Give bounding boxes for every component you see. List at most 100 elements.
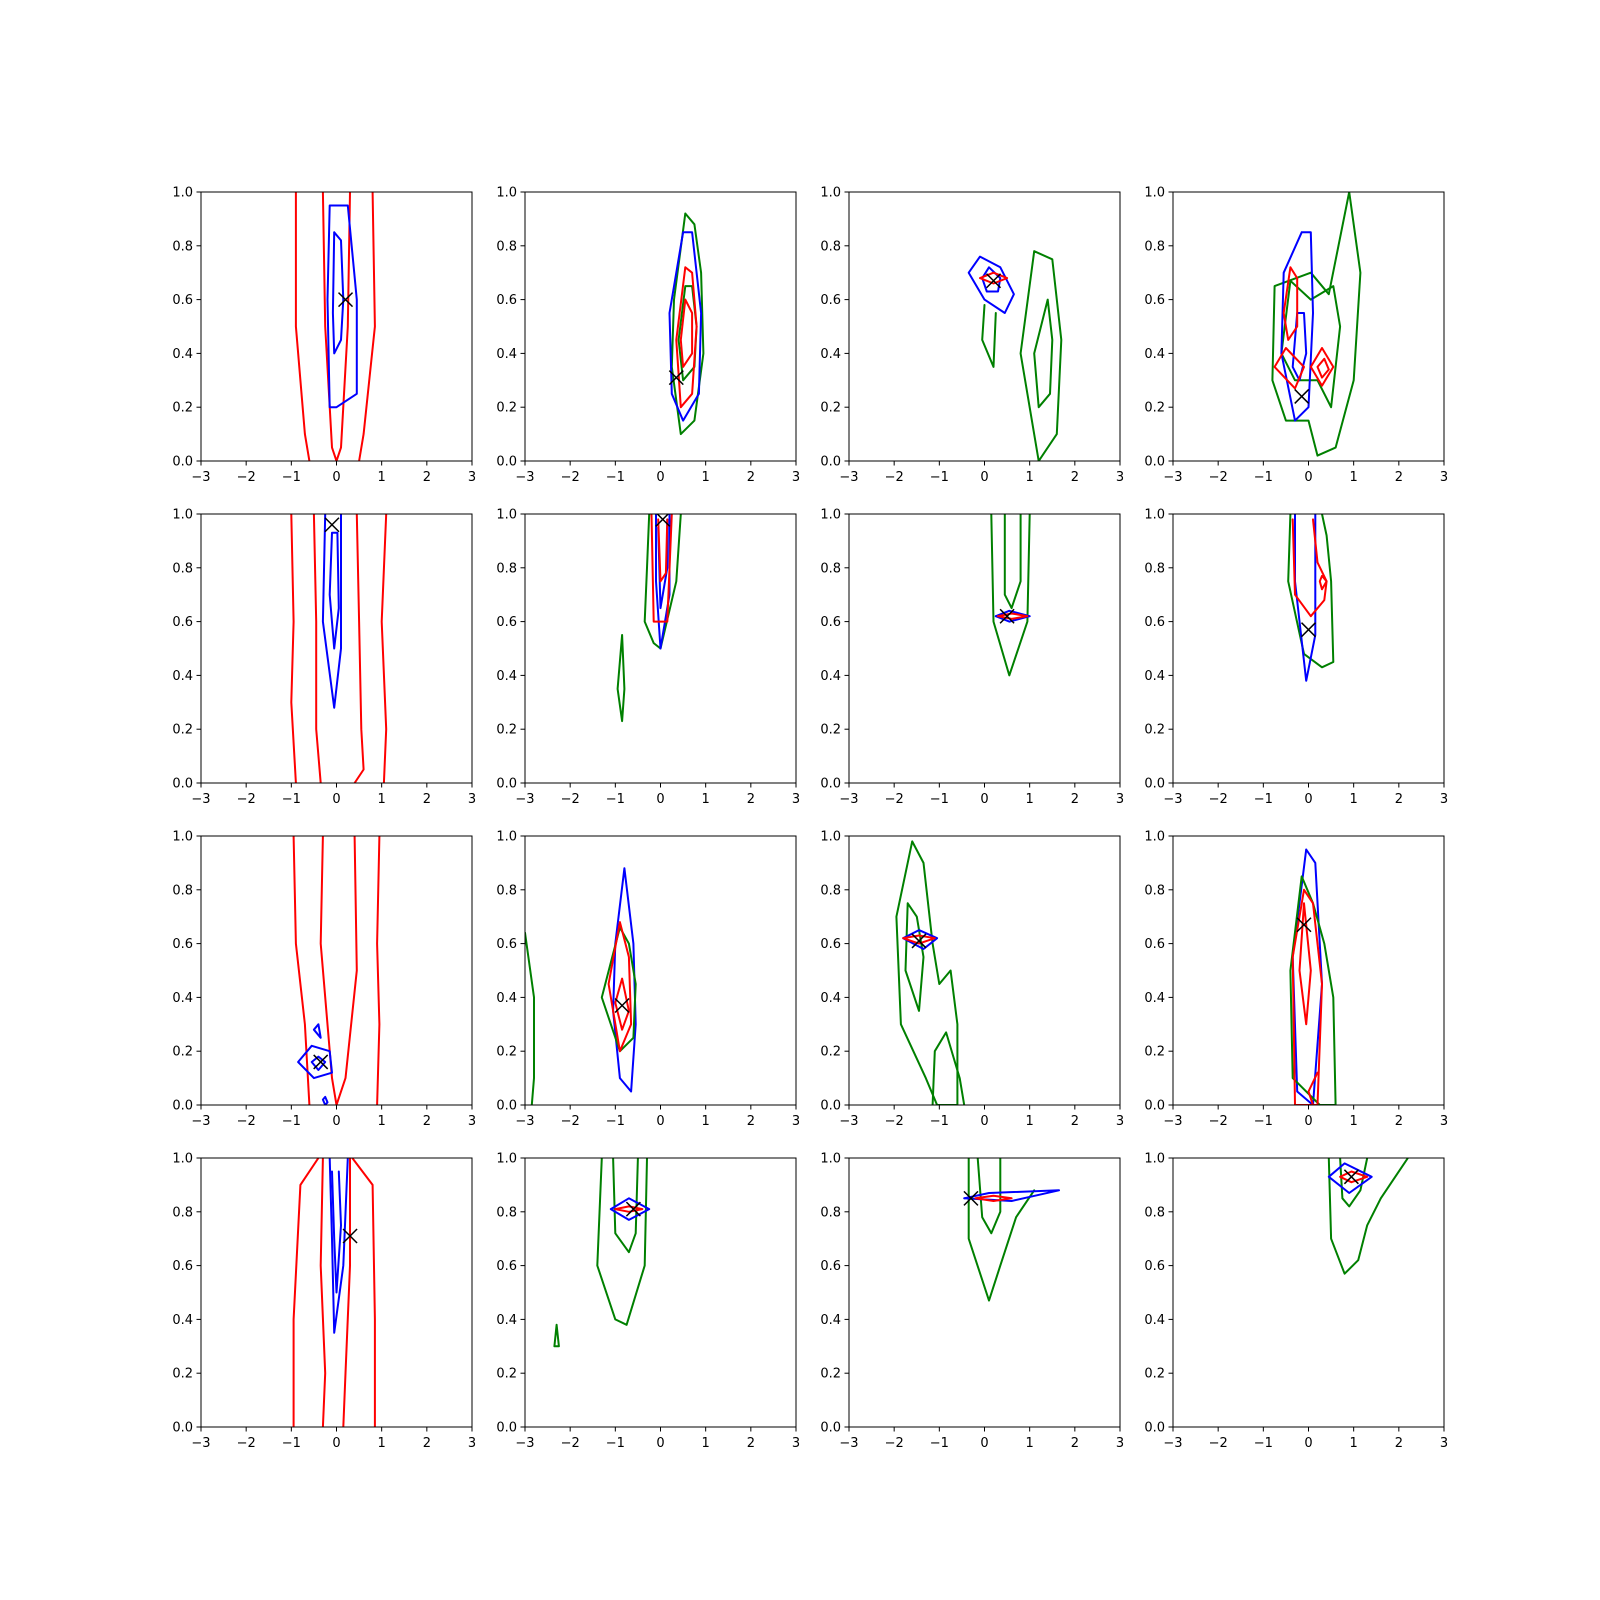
x-tick-label: 2 [747,1114,755,1129]
x-marker [963,1190,979,1206]
x-tick-label: −3 [191,470,210,485]
red-contour-line [358,192,376,461]
y-tick-label: 0.8 [1144,883,1165,898]
subplot-4-2: −3 −2 −1 0 1 2 3 0.0 0.2 0.4 0.6 0.8 1.0 [496,1152,800,1452]
y-tick-label: 0.4 [820,1313,841,1328]
red-contour-line [1318,574,1328,591]
x-tick-label: −3 [839,470,858,485]
plot-area [990,514,1031,677]
plot-area [553,1158,651,1348]
x-tick-label: 0 [980,792,988,807]
x-tick-label: 1 [1350,1114,1358,1129]
plot-area [525,867,637,1105]
x-marker [313,1054,329,1070]
red-contour-line [974,1194,1013,1202]
blue-contour-line [609,1197,651,1221]
x-tick-label: −3 [515,1436,534,1451]
y-tick-label: 1.0 [496,508,517,523]
subplot-2-2: −3 −2 −1 0 1 2 3 0.0 0.2 0.4 0.6 0.8 1.0 [496,508,800,808]
y-tick-label: 0.4 [1144,669,1165,684]
x-tick-label: −1 [1254,792,1273,807]
y-tick-label: 0.2 [820,1045,841,1060]
x-tick-label: −1 [606,470,625,485]
x-tick-label: 2 [1071,792,1079,807]
y-tick-label: 0.2 [172,1045,193,1060]
y-tick-label: 0.0 [820,1421,841,1436]
y-tick-label: 0.6 [820,615,841,630]
x-tick-label: 3 [1116,1114,1124,1129]
y-tick-label: 0.8 [1144,1205,1165,1220]
red-contour-line [1273,347,1305,390]
y-tick-label: 0.8 [172,1205,193,1220]
x-marker [1343,1169,1359,1185]
x-tick-label: 3 [1440,1436,1448,1451]
green-contour-line [1271,192,1362,457]
plot-area [963,1158,1060,1302]
subplot-1-3: −3 −2 −1 0 1 2 3 0.0 0.2 0.4 0.6 0.8 1.0 [820,186,1124,486]
y-tick-label: 0.0 [820,455,841,470]
y-tick-label: 0.6 [820,937,841,952]
x-marker-stroke [1294,388,1310,404]
y-tick-label: 1.0 [1144,508,1165,523]
y-tick-label: 0.4 [820,347,841,362]
x-tick-label: −2 [561,1114,580,1129]
x-marker-stroke [911,933,927,949]
x-tick-label: −2 [885,1114,904,1129]
x-tick-label: 0 [980,470,988,485]
green-contour-line [1033,298,1054,409]
x-tick-label: 3 [1440,792,1448,807]
x-marker-stroke [986,273,1002,289]
x-tick-label: 0 [656,470,664,485]
x-marker [655,514,671,527]
x-tick-label: 1 [1026,1436,1034,1451]
subplot-3-3: −3 −2 −1 0 1 2 3 0.0 0.2 0.4 0.6 0.8 1.0 [820,830,1124,1130]
red-contour-line [380,514,388,783]
y-tick-label: 0.8 [496,239,517,254]
x-marker [986,273,1002,289]
x-tick-label: 1 [702,792,710,807]
green-contour-line [1289,875,1337,1105]
red-contour-line [1291,888,1323,1105]
x-tick-label: −1 [282,792,301,807]
x-tick-label: −3 [839,1436,858,1451]
x-tick-label: 2 [1071,470,1079,485]
y-tick-label: 0.4 [172,991,193,1006]
x-tick-label: 3 [792,1436,800,1451]
y-tick-label: 0.4 [172,669,193,684]
green-contour-line [670,212,705,436]
plot-area [1327,1158,1409,1275]
x-tick-label: −2 [1209,792,1228,807]
x-tick-label: −3 [515,1114,534,1129]
x-tick-label: 0 [332,470,340,485]
x-tick-label: 1 [1350,792,1358,807]
x-tick-label: 2 [747,792,755,807]
red-contour-line [679,298,694,368]
y-tick-label: 0.4 [1144,1313,1165,1328]
y-tick-label: 0.2 [172,723,193,738]
y-tick-label: 0.2 [496,401,517,416]
blue-contour-line [331,231,345,355]
x-tick-label: 2 [1071,1436,1079,1451]
y-tick-label: 0.0 [172,777,193,792]
plot-area [616,514,682,723]
y-tick-label: 0.8 [820,883,841,898]
x-tick-label: −3 [515,792,534,807]
x-tick-label: 2 [423,792,431,807]
y-tick-label: 0.8 [820,1205,841,1220]
x-tick-label: 1 [378,792,386,807]
blue-contour-line [1280,231,1314,422]
green-contour-line [596,1158,648,1326]
blue-contour-line [328,531,340,650]
red-contour-line [675,266,698,409]
y-tick-label: 0.4 [1144,991,1165,1006]
x-tick-label: 1 [1026,470,1034,485]
x-tick-label: 3 [468,1114,476,1129]
red-contour-line [657,518,669,583]
subplot-4-3: −3 −2 −1 0 1 2 3 0.0 0.2 0.4 0.6 0.8 1.0 [820,1152,1124,1452]
y-tick-label: 0.8 [496,1205,517,1220]
x-tick-label: −3 [839,1114,858,1129]
x-marker-stroke [625,1201,641,1217]
blue-contour-line [967,255,1015,314]
x-marker-stroke [655,514,670,527]
x-marker [342,1228,358,1244]
